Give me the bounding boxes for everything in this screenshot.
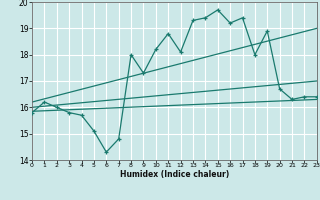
X-axis label: Humidex (Indice chaleur): Humidex (Indice chaleur) <box>120 170 229 179</box>
